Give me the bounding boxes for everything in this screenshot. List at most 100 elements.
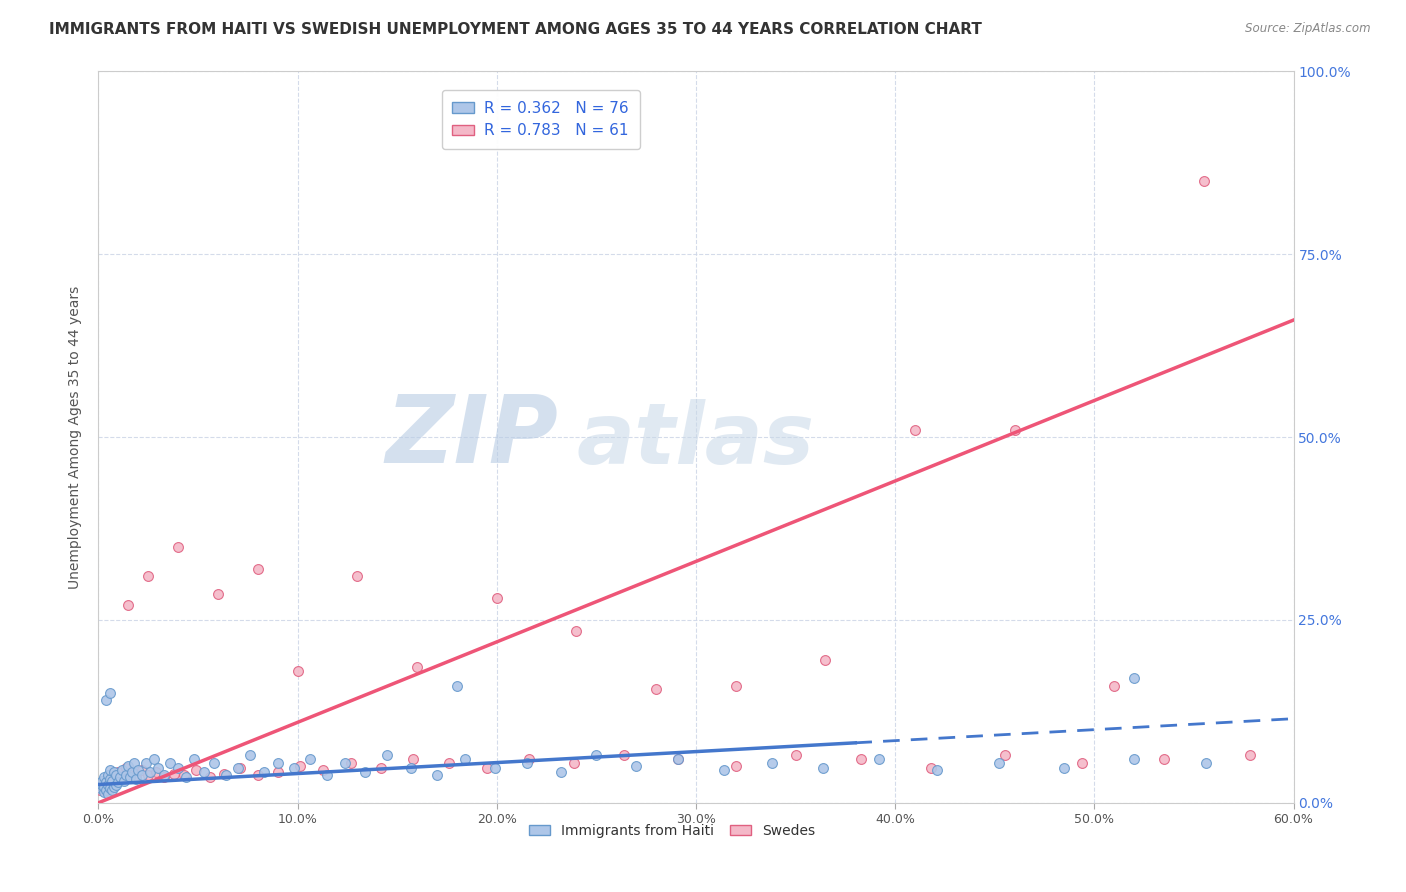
Point (565, 624, 588, 638)
Point (550, 765, 572, 780)
Point (107, 765, 129, 780)
Point (127, 763, 149, 777)
Point (143, 752, 166, 766)
Point (402, 752, 425, 766)
Point (115, 768, 138, 782)
Point (117, 759, 139, 773)
Text: atlas: atlas (576, 400, 814, 483)
Point (93, 785, 115, 799)
Point (724, 759, 747, 773)
Point (375, 748, 398, 763)
Point (340, 756, 363, 770)
Point (111, 770, 134, 784)
Point (475, 761, 498, 775)
Point (91, 780, 114, 794)
Point (920, 761, 942, 775)
Point (91, 773, 114, 788)
Point (288, 759, 311, 773)
Point (111, 763, 134, 777)
Point (184, 763, 207, 777)
Point (107, 775, 129, 789)
Point (1004, 423, 1026, 437)
Point (121, 765, 143, 780)
Point (93, 773, 115, 788)
Point (135, 756, 157, 770)
Point (239, 748, 262, 763)
Point (101, 782, 124, 797)
Point (994, 748, 1017, 763)
Point (115, 761, 138, 775)
Point (120, 770, 142, 784)
Point (101, 773, 124, 788)
Point (193, 765, 215, 780)
Point (98, 763, 122, 777)
Legend: Immigrants from Haiti, Swedes: Immigrants from Haiti, Swedes (523, 818, 821, 844)
Point (516, 756, 538, 770)
Point (283, 761, 305, 775)
Point (406, 660, 429, 674)
Y-axis label: Unemployment Among Ages 35 to 44 years: Unemployment Among Ages 35 to 44 years (69, 285, 83, 589)
Point (426, 768, 449, 782)
Point (868, 752, 890, 766)
Point (399, 761, 422, 775)
Point (112, 773, 135, 788)
Point (167, 540, 190, 554)
Point (96, 775, 118, 789)
Point (1123, 672, 1146, 686)
Point (253, 765, 276, 780)
Point (564, 756, 586, 770)
Point (105, 768, 128, 782)
Point (101, 768, 124, 782)
Point (1195, 756, 1218, 770)
Point (198, 770, 221, 784)
Point (93, 770, 115, 784)
Point (167, 761, 190, 775)
Point (105, 778, 128, 792)
Point (925, 763, 948, 777)
Point (93, 780, 115, 794)
Point (97, 770, 120, 784)
Point (645, 682, 668, 697)
Point (131, 768, 153, 782)
Point (125, 770, 148, 784)
Point (354, 765, 377, 780)
Point (312, 763, 335, 777)
Point (226, 761, 249, 775)
Point (96, 693, 118, 707)
Point (98, 772, 122, 787)
Point (454, 752, 477, 766)
Point (316, 768, 339, 782)
Point (153, 768, 176, 782)
Point (1123, 752, 1146, 766)
Point (1192, 174, 1215, 188)
Point (229, 761, 252, 775)
Point (96, 782, 118, 797)
Point (267, 756, 290, 770)
Point (148, 761, 170, 775)
Point (666, 752, 689, 766)
Point (173, 768, 195, 782)
Point (437, 756, 460, 770)
Point (446, 679, 468, 693)
Point (713, 763, 735, 777)
Point (814, 653, 837, 667)
Point (485, 591, 508, 605)
Point (287, 664, 309, 678)
Point (91, 778, 114, 792)
Text: IMMIGRANTS FROM HAITI VS SWEDISH UNEMPLOYMENT AMONG AGES 35 TO 44 YEARS CORRELAT: IMMIGRANTS FROM HAITI VS SWEDISH UNEMPLO… (49, 22, 981, 37)
Point (97, 787, 120, 801)
Point (1053, 761, 1076, 775)
Point (153, 770, 176, 784)
Point (163, 766, 186, 780)
Point (484, 761, 506, 775)
Point (124, 756, 146, 770)
Point (98, 686, 122, 700)
Point (370, 761, 392, 775)
Point (1104, 679, 1126, 693)
Point (159, 756, 181, 770)
Point (145, 765, 167, 780)
Point (987, 756, 1010, 770)
Text: Source: ZipAtlas.com: Source: ZipAtlas.com (1246, 22, 1371, 36)
Point (626, 759, 648, 773)
Point (1071, 756, 1094, 770)
